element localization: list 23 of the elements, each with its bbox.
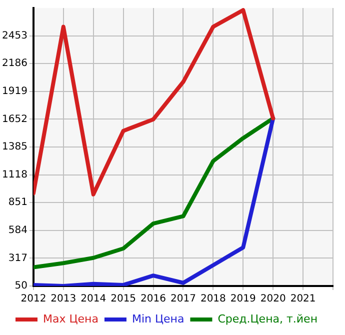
x-tick-label: 2013 [50,294,76,305]
y-tick-label: 584 [8,224,28,236]
x-tick-label: 2020 [260,294,286,305]
y-tick-label: 1118 [2,169,28,180]
legend-label: Min Цена [132,312,184,326]
x-tick-label: 2012 [20,294,46,305]
y-tick-label: 2453 [2,30,28,42]
x-tick-label: 2015 [110,294,136,305]
x-tick-label: 2016 [140,294,166,305]
y-tick-label: 2186 [2,58,28,70]
legend-label: Max Цена [42,312,98,326]
x-tick-label: 2019 [230,294,256,305]
y-tick-label: 851 [8,197,28,208]
x-tick-label: 2014 [80,294,106,305]
x-tick-label: 2017 [170,294,196,305]
y-tick-label: 1385 [2,142,28,153]
legend-label: Сред.Цена, т.йен [218,312,318,326]
x-tick-label: 2018 [200,294,226,305]
y-tick-label: 1919 [2,86,28,97]
y-tick-label: 317 [8,252,28,264]
y-tick-label: 50 [14,280,28,292]
x-tick-label: 2021 [290,294,316,305]
y-tick-label: 1652 [2,114,28,125]
